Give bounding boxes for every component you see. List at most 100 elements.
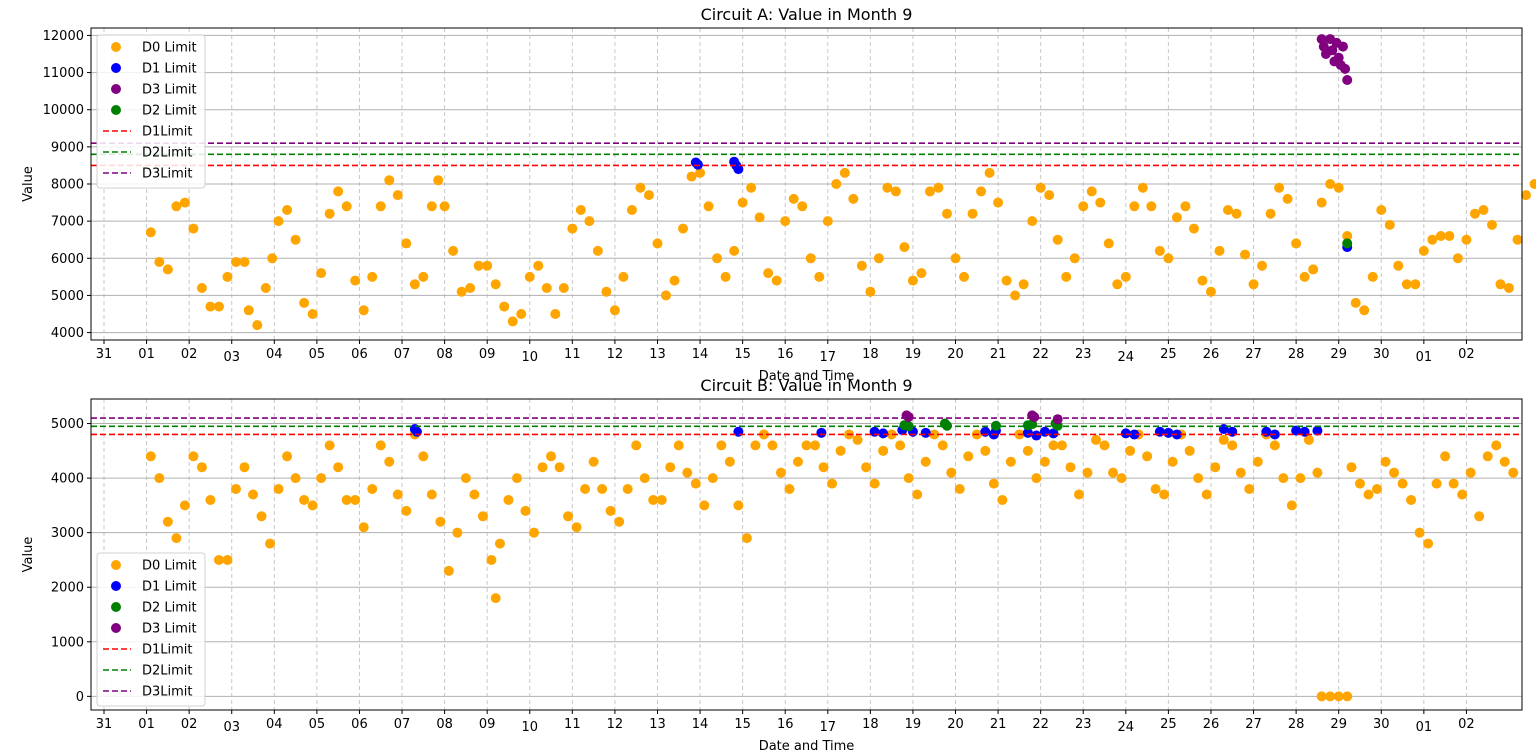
data-point — [903, 412, 914, 423]
data-point — [282, 451, 293, 462]
data-point — [1150, 484, 1161, 495]
legend-label: D3 Limit — [142, 622, 197, 637]
data-point — [924, 186, 935, 197]
data-point — [1508, 467, 1519, 478]
x-tick-label: 11 — [564, 717, 581, 732]
axes-frame — [90, 27, 1523, 341]
data-point — [273, 216, 284, 227]
data-point — [673, 440, 684, 451]
data-point — [1491, 440, 1502, 451]
data-point — [635, 182, 646, 193]
data-point — [439, 201, 450, 212]
data-point — [976, 186, 987, 197]
data-point — [988, 478, 999, 489]
data-point — [401, 238, 412, 249]
x-tick-label: 30 — [1373, 347, 1390, 362]
data-point — [1410, 279, 1421, 290]
data-point — [533, 260, 544, 271]
data-point — [1227, 440, 1238, 451]
data-point — [788, 193, 799, 204]
data-point — [375, 201, 386, 212]
data-point — [652, 238, 663, 249]
data-point — [775, 467, 786, 478]
data-point — [392, 489, 403, 500]
x-tick-label: 03 — [223, 720, 240, 735]
chart-panel-2: 31 01 02 03 04 05 06 07 08 09 10 11 12 13 14 15 16 17 18 19… — [21, 376, 1523, 754]
data-point — [1427, 234, 1438, 245]
data-point — [950, 253, 961, 264]
data-point — [1031, 430, 1042, 441]
y-tick-label: 1000 — [51, 635, 84, 650]
data-point — [1069, 253, 1080, 264]
data-point — [805, 253, 816, 264]
data-point — [1465, 467, 1476, 478]
data-point — [626, 205, 637, 215]
data-point — [541, 283, 552, 293]
x-tick-label: 25 — [1160, 717, 1177, 732]
data-point — [290, 473, 301, 484]
data-point — [324, 208, 335, 219]
x-tick-label: 20 — [947, 717, 964, 732]
data-point — [1137, 182, 1148, 193]
data-point — [418, 451, 429, 462]
data-point — [797, 201, 808, 212]
x-tick-label: 28 — [1288, 717, 1305, 732]
data-point — [1065, 462, 1076, 473]
data-point — [1269, 440, 1280, 451]
x-tick-label: 07 — [394, 347, 411, 362]
x-tick-label: 22 — [1032, 347, 1049, 362]
data-point — [1031, 473, 1042, 484]
data-point — [563, 511, 574, 522]
x-tick-label: 24 — [1118, 720, 1135, 735]
data-point — [554, 462, 565, 473]
data-point — [1474, 511, 1485, 522]
data-point — [1461, 234, 1472, 245]
data-point — [801, 440, 812, 451]
legend-label: D3Limit — [142, 685, 193, 700]
data-point — [967, 208, 978, 219]
data-point — [384, 456, 395, 467]
x-tick-label: 08 — [436, 717, 453, 732]
data-point — [367, 484, 378, 495]
data-point — [1380, 456, 1391, 467]
x-tick-label: 05 — [309, 717, 326, 732]
x-tick-label: 24 — [1118, 350, 1135, 365]
data-point — [729, 245, 740, 256]
data-point — [959, 271, 970, 282]
data-point — [1495, 279, 1506, 290]
data-point — [1452, 253, 1463, 264]
data-point — [1274, 182, 1285, 193]
y-tick-label: 7000 — [51, 215, 84, 230]
data-point — [375, 440, 386, 451]
data-point — [324, 440, 335, 451]
x-tick-label: 13 — [649, 347, 666, 362]
data-point — [814, 271, 825, 282]
data-point — [1073, 489, 1084, 500]
x-tick-label: 01 — [138, 717, 155, 732]
data-point — [1197, 275, 1208, 286]
data-point — [456, 286, 467, 297]
x-tick-label: 21 — [990, 717, 1007, 732]
x-tick-label: 22 — [1032, 717, 1049, 732]
data-point — [196, 462, 207, 473]
legend-marker — [111, 63, 121, 73]
data-point — [205, 301, 216, 312]
data-point — [695, 167, 706, 178]
data-point — [631, 440, 642, 451]
data-point — [899, 242, 910, 253]
data-point — [465, 283, 476, 293]
y-tick-label: 2000 — [51, 581, 84, 596]
x-tick-label: 29 — [1330, 347, 1347, 362]
x-tick-label: 04 — [266, 347, 283, 362]
data-point — [196, 283, 207, 293]
data-point — [230, 484, 241, 495]
x-tick-label: 19 — [905, 347, 922, 362]
data-point — [333, 186, 344, 197]
legend-label: D0 Limit — [142, 559, 197, 574]
chart-panel-1: 31 01 02 03 04 05 06 07 08 09 10 11 12 13 14 15 16 17 18 19… — [21, 5, 1536, 384]
data-point — [1082, 467, 1093, 478]
data-point — [1342, 75, 1353, 85]
data-point — [1478, 205, 1489, 215]
x-tick-label: 31 — [96, 347, 113, 362]
